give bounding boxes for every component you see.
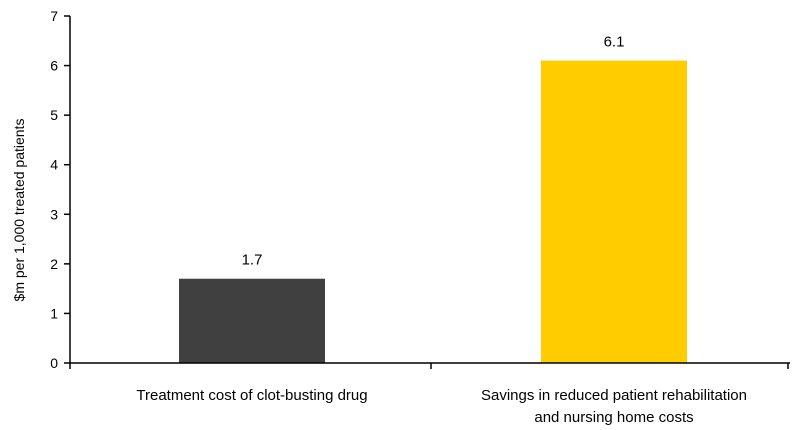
- bar-value-label: 6.1: [604, 34, 625, 51]
- bar: [179, 278, 325, 363]
- y-tick-label: 1: [50, 305, 58, 321]
- bar-value-label: 1.7: [242, 252, 263, 269]
- y-tick-label: 0: [50, 355, 58, 371]
- y-tick-label: 5: [50, 107, 58, 123]
- y-tick-label: 7: [50, 8, 58, 24]
- y-axis: 0 1 2 3 4 5 6 7: [50, 8, 71, 371]
- bar: [541, 60, 687, 363]
- x-category-label: and nursing home costs: [534, 409, 693, 426]
- y-tick-label: 4: [50, 157, 58, 173]
- x-axis: Treatment cost of clot-busting drug Savin…: [69, 362, 790, 426]
- x-category-label: Treatment cost of clot-busting drug: [136, 387, 367, 404]
- y-tick-label: 6: [50, 58, 58, 74]
- x-category-label: Savings in reduced patient rehabilitatio…: [481, 387, 747, 404]
- y-tick-label: 3: [50, 206, 58, 222]
- y-axis-title: $m per 1,000 treated patients: [11, 119, 27, 302]
- y-tick-label: 2: [50, 256, 58, 272]
- bars: 1.7 6.1: [179, 34, 687, 363]
